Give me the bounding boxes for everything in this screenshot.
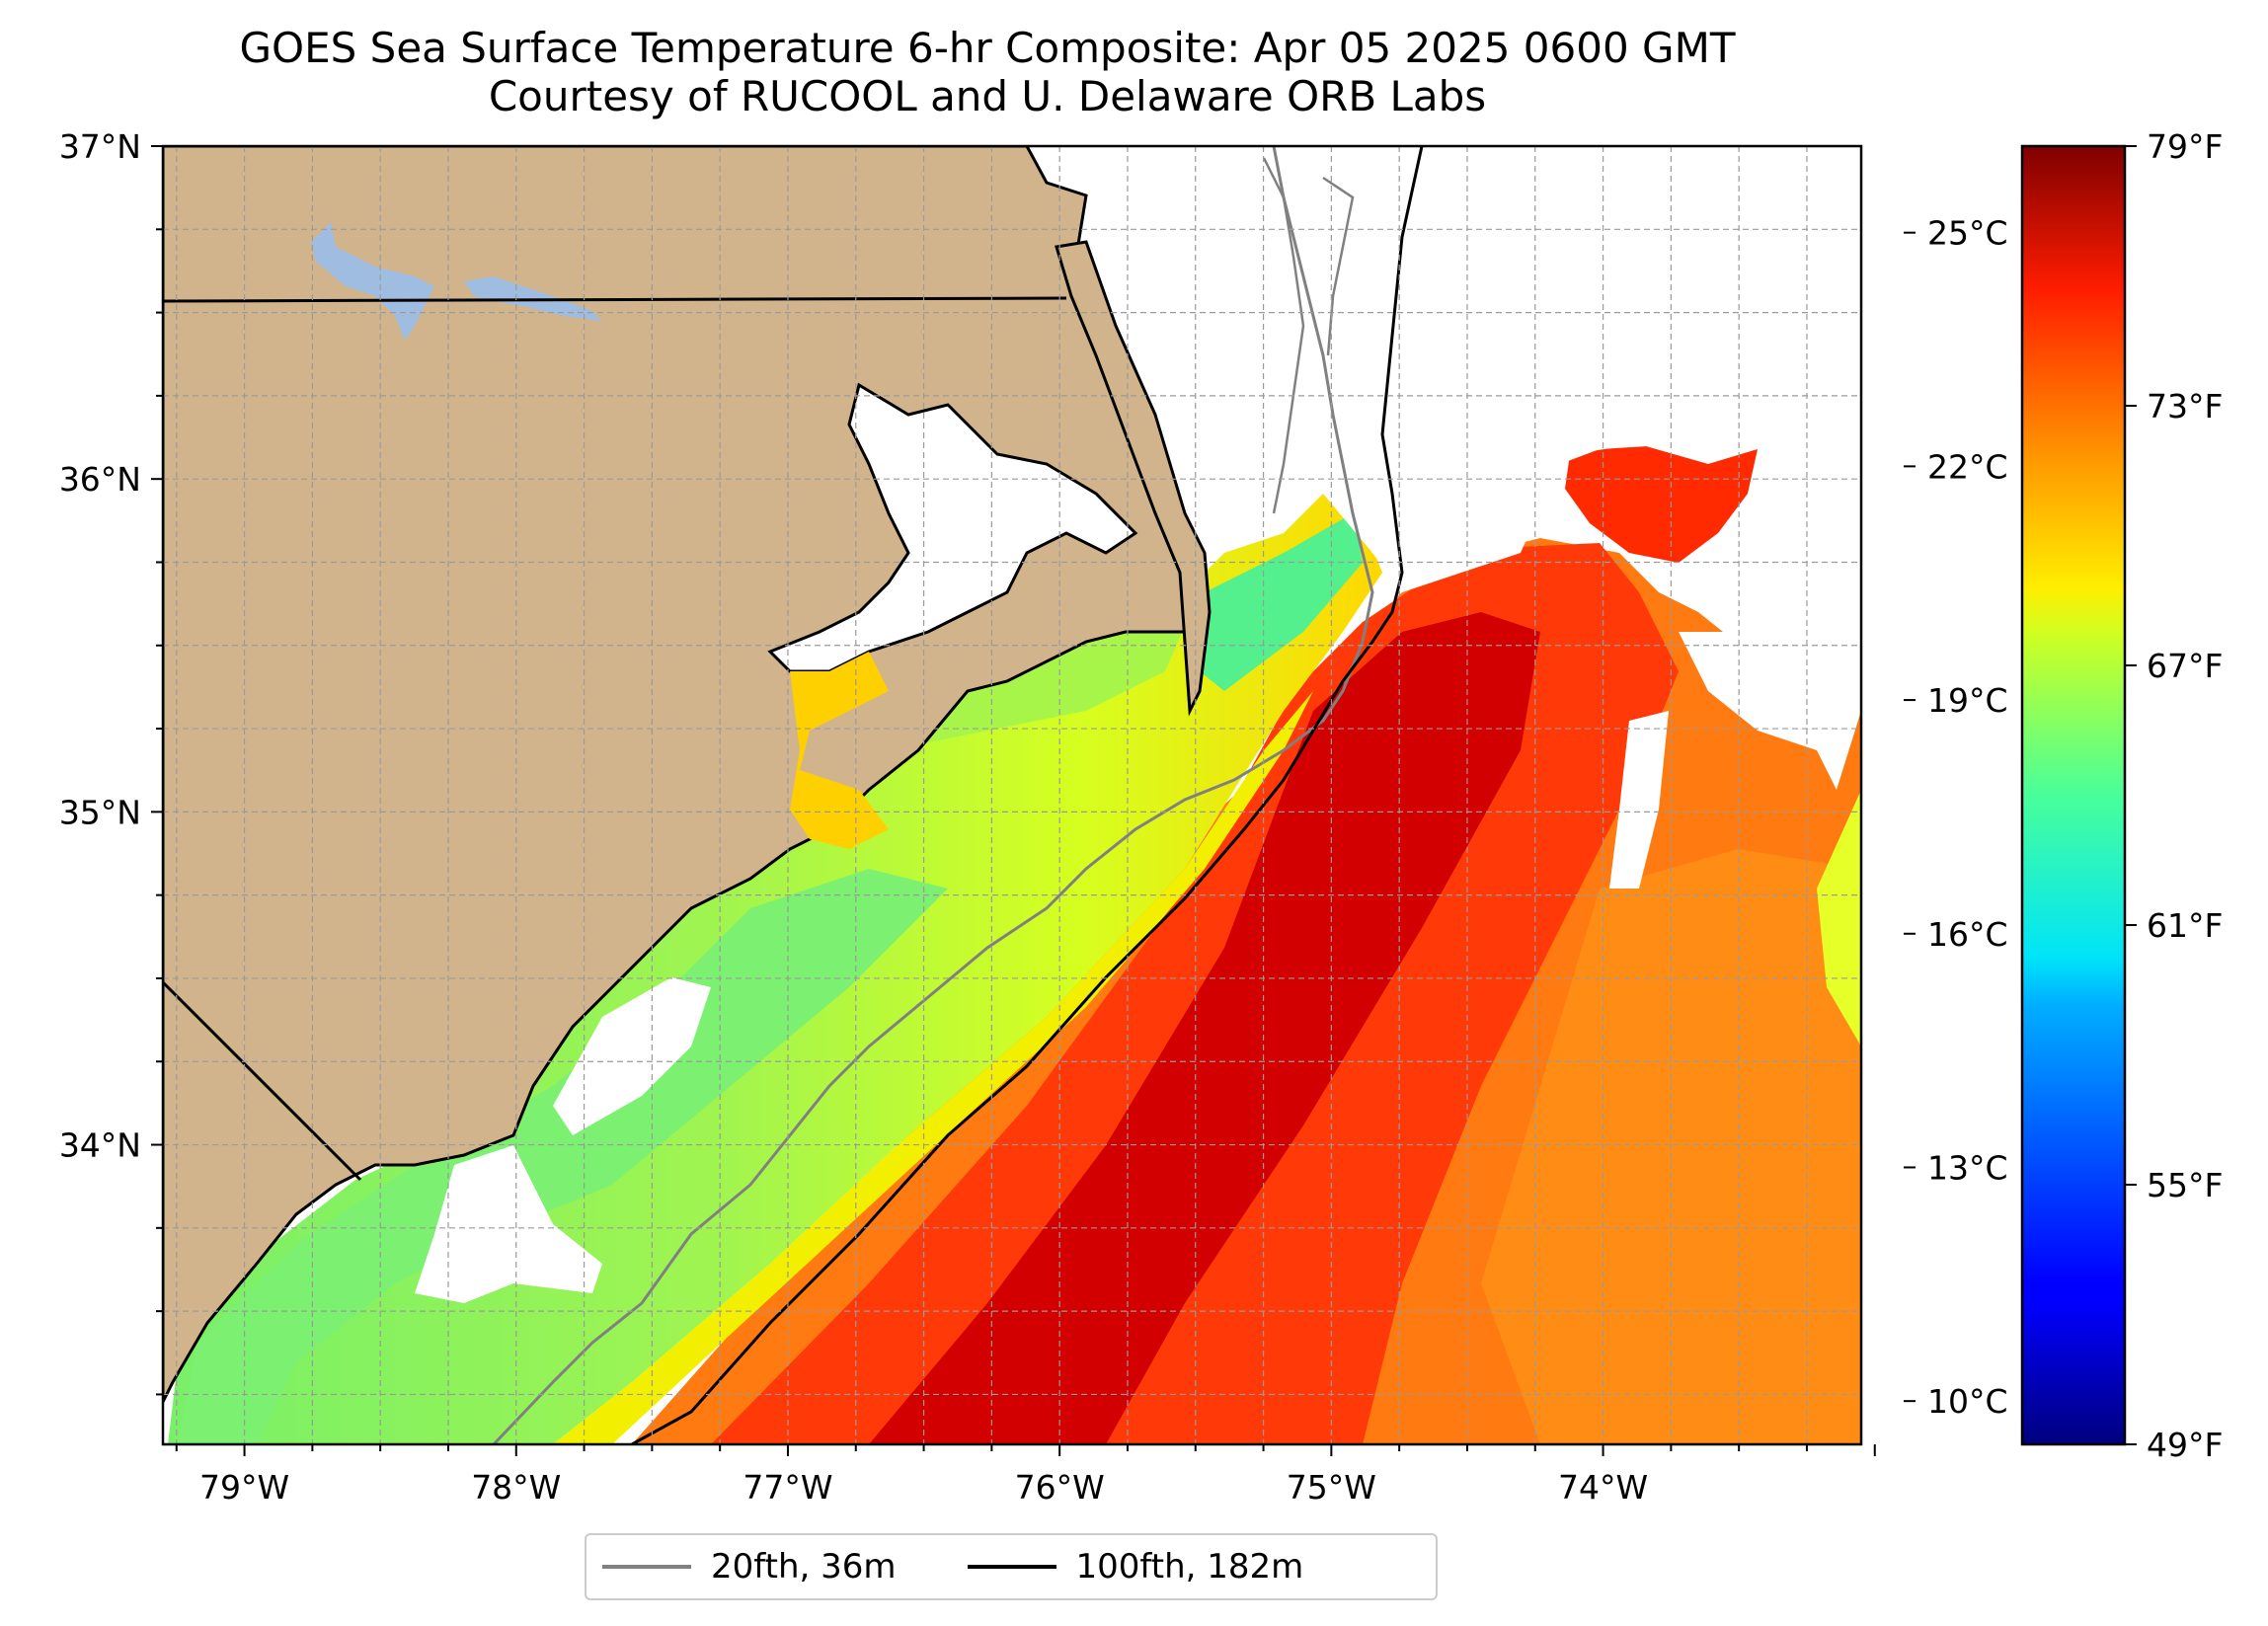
cloud-gap-near-capefear	[415, 1145, 602, 1303]
sst-pamlico-edge	[790, 652, 889, 849]
cloud-gap-northeast	[1679, 632, 1861, 790]
cloud-gap-near-lookout	[553, 977, 711, 1135]
fahrenheit-tick-label: 55°F	[2147, 1166, 2223, 1204]
legend-entry-100fth: 100fth, 182m	[956, 1547, 1304, 1587]
title-line-2: Courtesy of RUCOOL and U. Delaware ORB L…	[488, 72, 1487, 120]
legend-entry-20fth: 20fth, 36m	[590, 1547, 897, 1587]
border-va-nc	[163, 296, 1067, 303]
celsius-tick-label: 16°C	[1927, 915, 2008, 954]
celsius-tick-label: 22°C	[1927, 447, 2008, 486]
sst-cool-eastern-edge	[1817, 790, 1861, 1046]
fahrenheit-tick-label: 73°F	[2147, 387, 2223, 426]
x-tick-label: 79°W	[199, 1468, 289, 1507]
isobath-20fth	[492, 146, 1374, 1444]
title-line-1: GOES Sea Surface Temperature 6-hr Compos…	[239, 24, 1736, 72]
y-axis: 37°N 36°N 35°N 34°N	[59, 127, 163, 1396]
y-tick-label: 36°N	[59, 460, 141, 499]
fahrenheit-tick-label: 49°F	[2147, 1426, 2223, 1464]
celsius-tick-label: 13°C	[1927, 1148, 2008, 1187]
celsius-tick-label: 10°C	[1927, 1382, 2008, 1421]
sst-cool-cape-hatteras	[1200, 513, 1363, 691]
colorbar: 25°C 22°C 19°C 16°C 13°C 10°C 79°F 73°F 67°F 61°…	[1904, 127, 2223, 1464]
y-tick-label: 35°N	[59, 793, 141, 831]
celsius-tick-label: 19°C	[1927, 681, 2008, 720]
x-axis: 79°W 78°W 77°W 76°W 75°W 74°W	[175, 1444, 1876, 1507]
x-tick-label: 77°W	[743, 1468, 832, 1507]
sst-northeast-patch	[1565, 444, 1758, 563]
border-nc-sc	[163, 980, 362, 1182]
x-tick-label: 75°W	[1287, 1468, 1376, 1507]
sst-gulf-stream-hot	[869, 612, 1540, 1444]
fahrenheit-tick-label: 67°F	[2147, 647, 2223, 685]
y-tick-label: 34°N	[59, 1126, 141, 1165]
map-panel	[163, 146, 1861, 1444]
colorbar-gradient	[2020, 144, 2127, 1446]
cloud-gap-eastern	[1609, 711, 1669, 889]
land-sound-cutout	[767, 382, 1138, 673]
fahrenheit-tick-label: 79°F	[2147, 127, 2223, 166]
x-tick-label: 76°W	[1015, 1468, 1105, 1507]
fahrenheit-tick-label: 61°F	[2147, 906, 2223, 945]
y-tick-label: 37°N	[59, 127, 141, 166]
chart-title: GOES Sea Surface Temperature 6-hr Compos…	[0, 24, 1975, 120]
celsius-tick-label: 25°C	[1927, 214, 2008, 253]
lake-kerr	[311, 222, 434, 341]
isobath-100fth	[631, 146, 1424, 1444]
legend-swatch-100fth	[967, 1565, 1056, 1569]
sst-shelf-green-south	[178, 869, 948, 1444]
colorbar-celsius-axis: 25°C 22°C 19°C 16°C 13°C 10°C	[1904, 214, 2008, 1421]
legend-swatch-20fth	[602, 1565, 691, 1569]
x-tick-label: 78°W	[471, 1468, 561, 1507]
legend-label-100fth: 100fth, 182m	[1075, 1547, 1304, 1587]
land-outer-banks	[1055, 240, 1212, 717]
map-frame	[161, 144, 1863, 1446]
legend-label-20fth: 20fth, 36m	[711, 1547, 897, 1587]
legend: 20fth, 36m 100fth, 182m	[585, 1533, 1438, 1600]
colorbar-fahrenheit-axis: 79°F 73°F 67°F 61°F 55°F 49°F	[2125, 127, 2223, 1464]
x-tick-label: 74°W	[1558, 1468, 1648, 1507]
gridlines	[163, 146, 1861, 1444]
